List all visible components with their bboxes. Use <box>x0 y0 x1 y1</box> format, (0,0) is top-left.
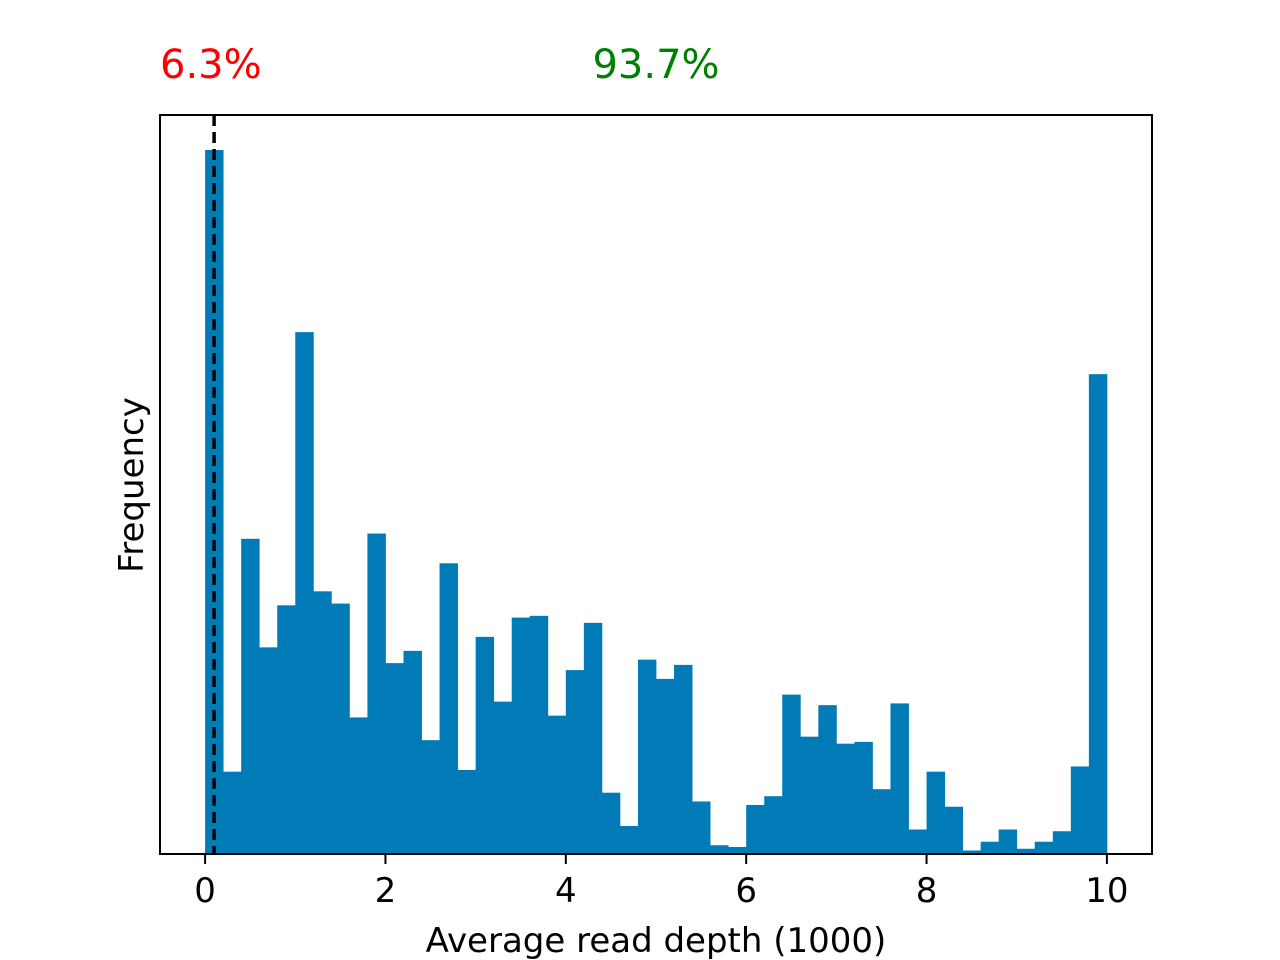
histogram-bar <box>637 659 657 854</box>
histogram-bar <box>601 792 621 854</box>
histogram-bar <box>475 636 495 854</box>
histogram-bar <box>818 705 837 854</box>
histogram-bar <box>674 664 693 854</box>
histogram-bar <box>962 850 982 854</box>
histogram-bar <box>511 617 531 854</box>
histogram-bar <box>746 804 765 854</box>
histogram-bar <box>854 741 873 854</box>
x-tick-label: 8 <box>916 871 938 911</box>
below-threshold-percentage: 6.3% <box>160 42 262 88</box>
histogram-bar <box>782 694 801 854</box>
x-axis-ticks: 0 2 4 6 8 10 <box>194 854 1129 911</box>
histogram-bar <box>728 847 747 854</box>
histogram-bar <box>872 789 891 854</box>
histogram-bar <box>980 841 1000 854</box>
x-tick-label: 2 <box>375 871 397 911</box>
x-tick-label: 4 <box>555 871 577 911</box>
histogram-bar <box>241 538 260 854</box>
histogram-bar <box>259 647 278 854</box>
histogram-bar <box>998 829 1018 854</box>
histogram-bar <box>890 703 909 854</box>
above-threshold-percentage: 93.7% <box>592 42 719 88</box>
histogram-bar <box>1034 841 1054 854</box>
histogram-bar <box>908 829 927 854</box>
histogram-bar <box>295 332 314 854</box>
x-tick-label: 10 <box>1085 871 1128 911</box>
histogram-bar <box>349 717 368 854</box>
histogram-bar <box>421 740 440 854</box>
histogram-bar <box>656 678 675 854</box>
histogram-bar <box>944 806 964 854</box>
histogram-bar <box>836 743 855 854</box>
histogram-bar <box>223 771 242 854</box>
histogram-bar <box>619 825 639 854</box>
x-axis-title: Average read depth (1000) <box>426 921 887 960</box>
histogram-bar <box>277 605 296 854</box>
histogram-bar <box>583 622 603 854</box>
histogram-bar <box>205 150 224 854</box>
histogram-bar <box>800 736 819 854</box>
x-tick-label: 6 <box>735 871 757 911</box>
y-axis-title: Frequency <box>112 397 152 573</box>
histogram-bar <box>457 769 477 854</box>
histogram-bar <box>926 771 945 854</box>
histogram-bar <box>692 801 711 854</box>
x-tick-label: 0 <box>194 871 216 911</box>
histogram-bars <box>205 150 1108 854</box>
histogram-bar <box>1016 848 1036 854</box>
histogram-bar <box>1088 374 1108 854</box>
histogram-bar <box>439 563 458 854</box>
histogram-bar <box>547 715 567 854</box>
histogram-bar <box>764 796 783 854</box>
histogram-bar <box>493 701 513 854</box>
histogram-bar <box>331 603 350 854</box>
histogram-bar <box>1052 831 1072 854</box>
histogram-bar <box>710 845 729 854</box>
histogram-bar <box>565 670 585 854</box>
histogram-bar <box>313 591 332 854</box>
histogram-bar <box>403 650 422 854</box>
histogram-bar <box>367 533 386 854</box>
histogram-bar <box>385 663 404 854</box>
histogram-bar <box>1070 766 1090 854</box>
plot-area-frame <box>159 114 1153 855</box>
histogram-bar <box>529 615 549 854</box>
